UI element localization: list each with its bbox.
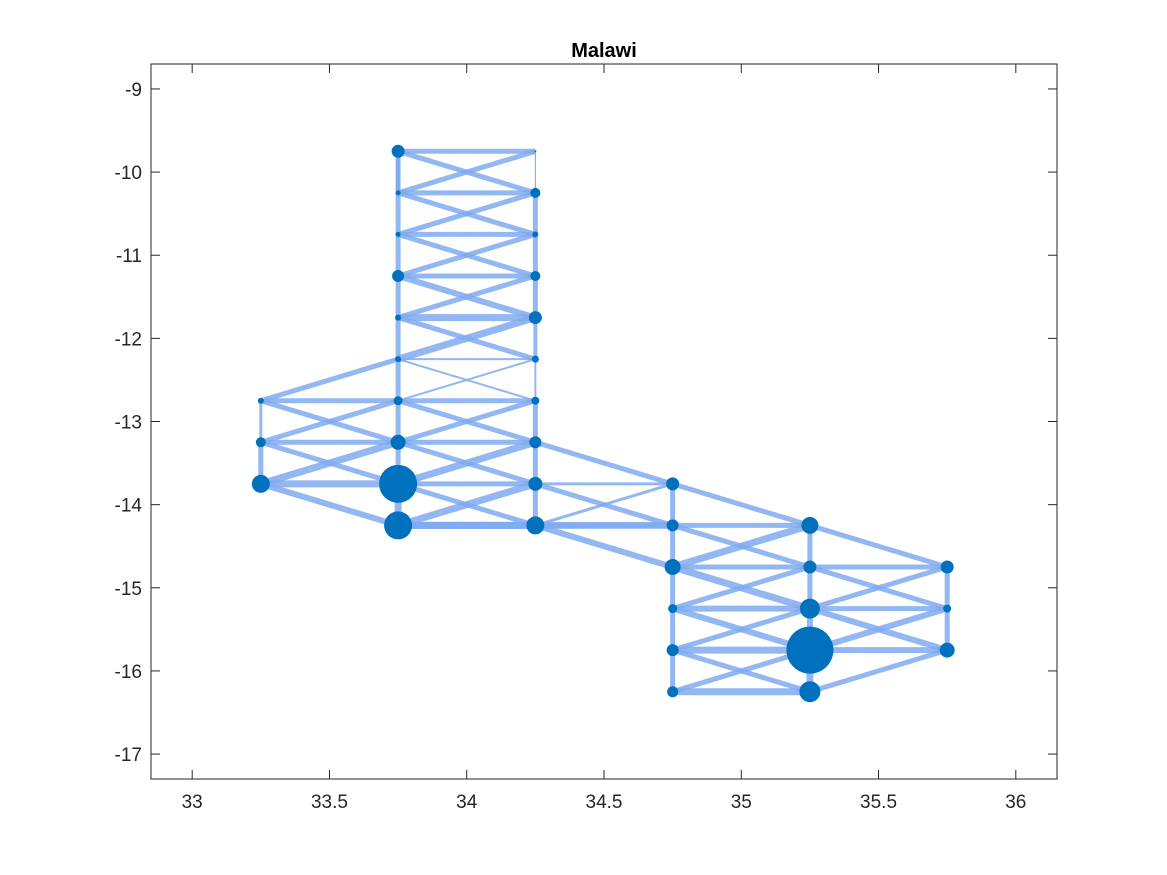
graph-edge bbox=[397, 232, 537, 279]
graph-edge bbox=[809, 523, 948, 570]
graph-node bbox=[531, 396, 540, 405]
graph-edge bbox=[671, 481, 811, 528]
graph-node bbox=[666, 644, 679, 657]
graph-node bbox=[534, 150, 537, 153]
graph-node bbox=[530, 271, 541, 282]
graph-node bbox=[531, 355, 539, 363]
graph-node bbox=[532, 231, 539, 238]
nodes-layer bbox=[251, 144, 955, 703]
graph-node bbox=[393, 396, 403, 406]
x-tick-label: 35.5 bbox=[860, 792, 897, 813]
chart-title: Malawi bbox=[571, 40, 637, 62]
graph-edge bbox=[671, 522, 811, 571]
graph-node bbox=[528, 311, 542, 325]
graph-node bbox=[799, 681, 821, 703]
graph-edge bbox=[397, 398, 537, 445]
graph-edge bbox=[397, 480, 537, 529]
graph-edge bbox=[259, 438, 400, 488]
graph-node bbox=[526, 516, 545, 535]
graph-edge bbox=[671, 564, 811, 611]
graph-edge bbox=[809, 647, 948, 695]
y-axis: -17 -16 -15 -14 -13 -12 -11 -10 -9 bbox=[115, 80, 1057, 766]
graph-node bbox=[668, 604, 678, 614]
y-tick-label: -12 bbox=[115, 329, 142, 350]
graph-edge bbox=[534, 482, 674, 527]
graph-node bbox=[666, 519, 679, 532]
x-tick-label: 34 bbox=[456, 792, 478, 813]
edges-layer bbox=[258, 148, 950, 696]
graph-edge bbox=[809, 605, 949, 654]
graph-edge bbox=[534, 522, 674, 570]
graph-node bbox=[395, 314, 402, 321]
graph-node bbox=[786, 626, 834, 674]
graph-node bbox=[255, 437, 266, 448]
graph-node bbox=[803, 560, 817, 574]
graph-edge bbox=[534, 439, 674, 487]
graph-node bbox=[390, 434, 406, 450]
y-tick-label: -10 bbox=[115, 163, 142, 184]
graph-edge bbox=[397, 438, 537, 488]
graph-node bbox=[664, 558, 681, 575]
graph-node bbox=[799, 598, 820, 619]
graph-node bbox=[943, 604, 952, 613]
graph-edge bbox=[260, 398, 399, 445]
y-tick-label: -11 bbox=[116, 246, 142, 267]
graph-edge bbox=[397, 273, 537, 320]
graph-node bbox=[391, 144, 405, 158]
graph-node bbox=[379, 464, 418, 503]
graph-edge bbox=[671, 606, 811, 653]
graph-edge bbox=[809, 564, 948, 611]
graph-edge bbox=[671, 647, 811, 695]
graph-node bbox=[251, 474, 270, 493]
graph-node bbox=[528, 476, 543, 491]
y-tick-label: -13 bbox=[115, 413, 142, 434]
graph-edge bbox=[397, 314, 537, 363]
graph-node bbox=[395, 190, 401, 196]
graph-node bbox=[384, 511, 413, 540]
x-tick-label: 33 bbox=[182, 792, 203, 813]
y-tick-label: -17 bbox=[115, 745, 142, 766]
graph-node bbox=[395, 231, 401, 237]
graph-edge bbox=[397, 358, 536, 402]
graph-node bbox=[801, 516, 819, 534]
graph-node bbox=[939, 642, 955, 658]
graph-node bbox=[666, 477, 680, 491]
graph-edge bbox=[260, 356, 399, 404]
graph-edge bbox=[397, 148, 537, 196]
y-tick-label: -15 bbox=[115, 579, 142, 600]
plot-area-box bbox=[150, 63, 1058, 780]
x-tick-label: 34.5 bbox=[586, 792, 623, 813]
x-tick-label: 35 bbox=[731, 792, 752, 813]
y-tick-label: -9 bbox=[125, 80, 142, 101]
x-tick-label: 33.5 bbox=[311, 792, 348, 813]
graph-node bbox=[392, 270, 405, 283]
y-tick-label: -16 bbox=[115, 662, 142, 683]
graph-edge bbox=[259, 480, 399, 529]
graph-node bbox=[257, 397, 264, 404]
graph-node bbox=[667, 686, 679, 698]
graph-node bbox=[530, 187, 541, 198]
graph-edge bbox=[397, 190, 537, 237]
graph-node bbox=[395, 356, 402, 363]
x-axis: 33 33.5 34 34.5 35 35.5 36 bbox=[182, 64, 1026, 813]
graph-node bbox=[940, 560, 954, 574]
y-tick-label: -14 bbox=[115, 496, 143, 517]
graph-node bbox=[529, 436, 542, 449]
x-tick-label: 36 bbox=[1005, 792, 1026, 813]
